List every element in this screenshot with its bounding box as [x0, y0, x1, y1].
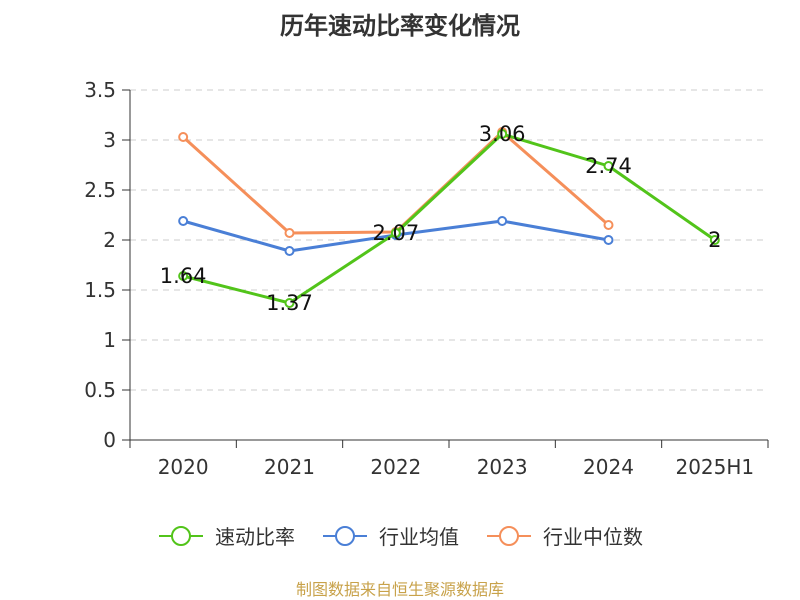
data-point[interactable] [284, 228, 295, 238]
data-label: 1.37 [266, 291, 313, 315]
chart-title: 历年速动比率变化情况 [280, 12, 520, 40]
y-tick-label: 2 [103, 228, 116, 252]
y-tick-label: 0.5 [84, 378, 116, 402]
data-point[interactable] [603, 220, 614, 230]
data-point[interactable] [390, 228, 401, 238]
legend-label: 行业中位数 [543, 525, 643, 549]
data-label: 2.07 [372, 221, 419, 245]
y-tick-label: 1 [103, 328, 116, 352]
legend-item-quick-ratio[interactable]: 速动比率 [157, 521, 295, 550]
x-tick-label: 2025H1 [675, 455, 754, 479]
legend: 速动比率 行业均值 行业中位数 [0, 521, 800, 550]
x-tick-label: 2021 [264, 455, 315, 479]
x-tick-label: 2022 [370, 455, 421, 479]
legend-marker-quick-ratio [159, 525, 203, 546]
y-tick-label: 3 [103, 128, 116, 152]
data-point[interactable] [709, 235, 720, 245]
data-point[interactable] [497, 216, 508, 226]
data-point[interactable] [178, 271, 189, 281]
data-point[interactable] [178, 132, 189, 142]
data-point[interactable] [284, 246, 295, 256]
data-point[interactable] [178, 216, 189, 226]
data-point[interactable] [603, 161, 614, 171]
y-tick-label: 2.5 [84, 178, 116, 202]
x-tick-label: 2023 [477, 455, 528, 479]
data-point[interactable] [497, 129, 508, 139]
legend-label: 速动比率 [215, 525, 295, 549]
data-point[interactable] [603, 235, 614, 245]
series-line [182, 132, 716, 305]
y-tick-label: 0 [103, 428, 116, 452]
y-tick-label: 1.5 [84, 278, 116, 302]
data-label: 1.64 [160, 264, 207, 288]
data-label: 2 [708, 228, 721, 252]
data-label: 3.06 [479, 122, 526, 146]
source-note: 制图数据来自恒生聚源数据库 [295, 580, 504, 599]
data-label: 2.74 [585, 154, 632, 178]
legend-marker-industry-mean [323, 525, 367, 546]
legend-label: 行业均值 [379, 525, 459, 549]
x-tick-label: 2020 [158, 455, 209, 479]
y-tick-label: 3.5 [84, 78, 116, 102]
legend-item-industry-median[interactable]: 行业中位数 [485, 521, 643, 550]
legend-item-industry-mean[interactable]: 行业均值 [321, 521, 459, 550]
data-point[interactable] [284, 298, 295, 308]
legend-marker-industry-median [487, 525, 531, 546]
x-tick-label: 2024 [583, 455, 634, 479]
